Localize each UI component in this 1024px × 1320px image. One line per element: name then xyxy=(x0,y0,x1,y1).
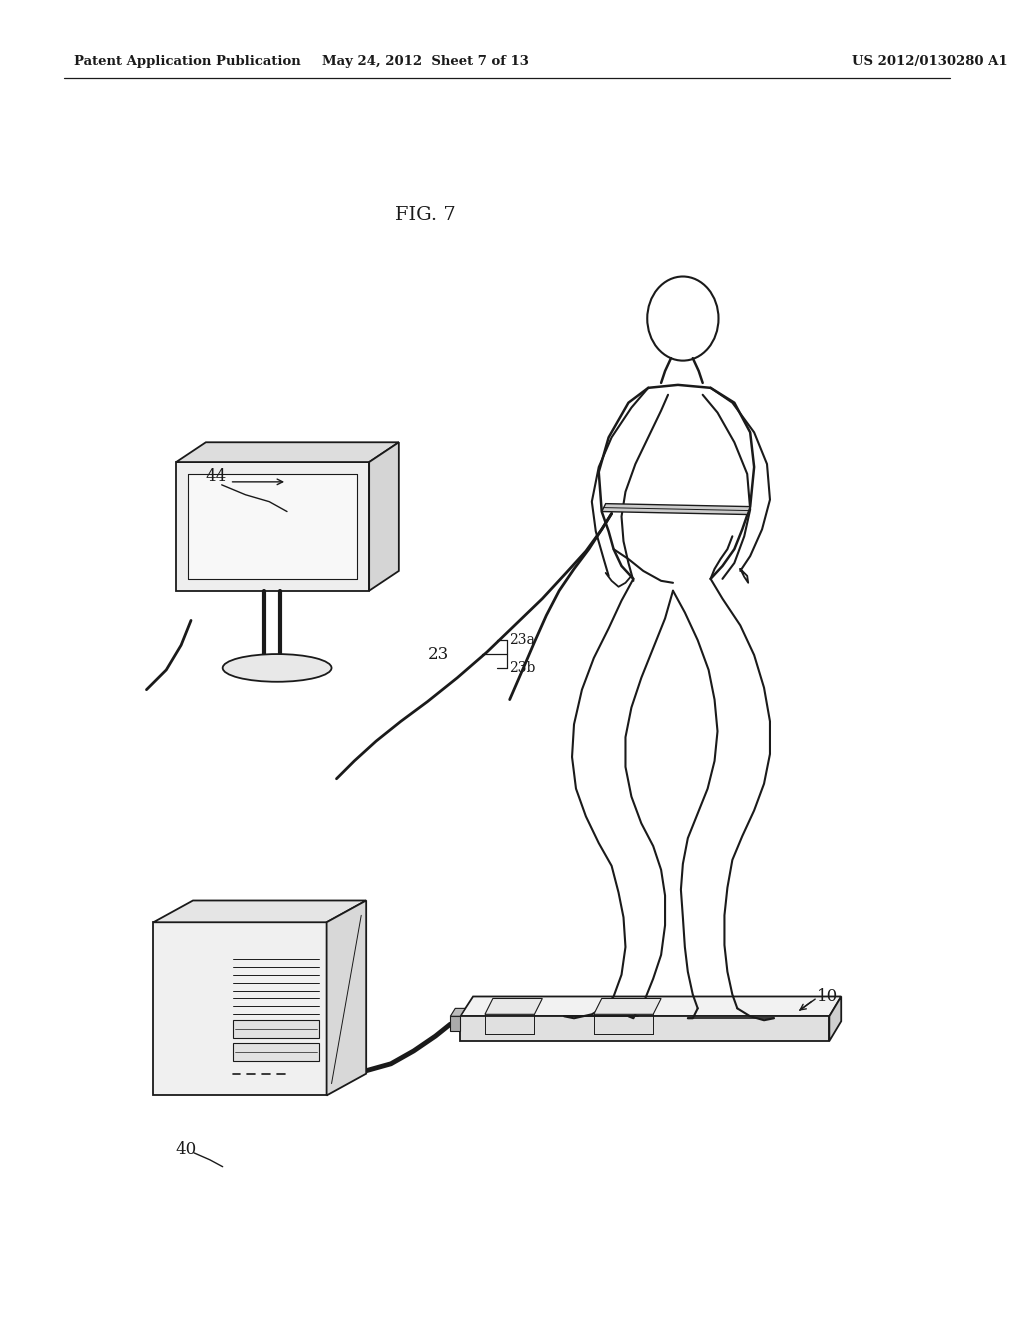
Polygon shape xyxy=(485,998,543,1014)
Polygon shape xyxy=(602,504,751,515)
Polygon shape xyxy=(460,997,842,1016)
Polygon shape xyxy=(176,442,398,462)
Polygon shape xyxy=(154,923,327,1096)
Text: US 2012/0130280 A1: US 2012/0130280 A1 xyxy=(853,54,1008,67)
Polygon shape xyxy=(594,998,662,1014)
Polygon shape xyxy=(460,1016,829,1041)
Polygon shape xyxy=(232,1020,318,1038)
Polygon shape xyxy=(188,474,357,579)
Text: 40: 40 xyxy=(175,1142,197,1159)
Polygon shape xyxy=(451,1008,465,1016)
Ellipse shape xyxy=(222,655,332,681)
Text: 23: 23 xyxy=(428,645,450,663)
Text: 10: 10 xyxy=(816,987,838,1005)
Text: Patent Application Publication: Patent Application Publication xyxy=(74,54,301,67)
Polygon shape xyxy=(369,442,398,591)
Polygon shape xyxy=(176,462,369,591)
Text: FIG. 7: FIG. 7 xyxy=(395,206,456,223)
Polygon shape xyxy=(829,997,842,1041)
Polygon shape xyxy=(154,900,367,923)
Ellipse shape xyxy=(647,276,719,360)
Polygon shape xyxy=(451,1016,460,1031)
Polygon shape xyxy=(232,1043,318,1061)
Text: May 24, 2012  Sheet 7 of 13: May 24, 2012 Sheet 7 of 13 xyxy=(323,54,529,67)
Polygon shape xyxy=(327,900,367,1096)
Text: 44: 44 xyxy=(205,469,226,486)
Text: 23a: 23a xyxy=(509,634,535,647)
Text: 23b: 23b xyxy=(509,661,536,675)
